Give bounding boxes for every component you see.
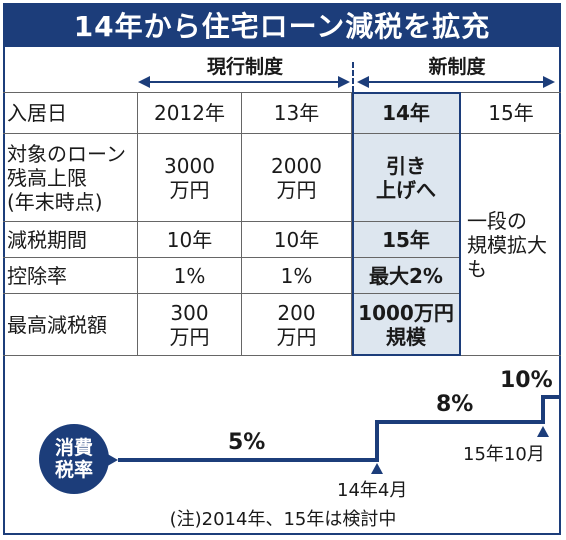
footnote: (注)2014年、15年は検討中 <box>169 509 397 530</box>
badge-pointer <box>104 452 118 468</box>
cell-2012-move-in: 2012年 <box>138 93 242 134</box>
cell-2012-rate: 1% <box>138 258 242 294</box>
cell-13-max-reduction: 200 万円 <box>242 294 352 356</box>
cell-13-loan-cap: 2000 万円 <box>242 134 352 222</box>
arrow-new-line <box>367 81 545 83</box>
header-new-system: 新制度 <box>428 56 486 78</box>
cell-14-move-in: 14年 <box>352 93 461 134</box>
date-15-october: 15年10月 <box>463 444 545 465</box>
row-label-rate: 控除率 <box>3 258 138 294</box>
cell-2012-period: 10年 <box>138 222 242 258</box>
arrow-left-head <box>357 76 369 88</box>
cell-13-rate: 1% <box>242 258 352 294</box>
arrow-current-line <box>148 81 340 83</box>
table-top-border <box>3 92 561 93</box>
arrow-right-head <box>338 76 350 88</box>
marker-14-april <box>371 463 383 474</box>
row-label-move-in: 入居日 <box>3 93 138 134</box>
row-label-loan-cap: 対象のローン 残高上限 (年末時点) <box>3 134 138 222</box>
date-14-april: 14年4月 <box>337 480 408 501</box>
period-divider <box>352 62 354 92</box>
cell-14-max-reduction: 1000万円 規模 <box>352 294 461 356</box>
figure-title: 14年から住宅ローン減税を拡充 <box>3 3 561 47</box>
row-label-max-reduction: 最高減税額 <box>3 294 138 356</box>
arrow-right-head <box>543 76 555 88</box>
cell-13-move-in: 13年 <box>242 93 352 134</box>
cell-13-period: 10年 <box>242 222 352 258</box>
cell-14-rate: 最大2% <box>352 258 461 294</box>
cell-14-loan-cap: 引き 上げへ <box>352 134 461 222</box>
cell-2012-loan-cap: 3000 万円 <box>138 134 242 222</box>
cell-2012-max-reduction: 300 万円 <box>138 294 242 356</box>
consumption-tax-badge: 消費 税率 <box>39 424 109 494</box>
rate-10: 10% <box>500 368 553 393</box>
rate-8: 8% <box>436 392 474 417</box>
marker-15-october <box>537 426 549 437</box>
row-label-period: 減税期間 <box>3 222 138 258</box>
cell-15-move-in: 15年 <box>461 93 561 134</box>
cell-15-merged: 一段の 規模拡大 も <box>461 134 561 356</box>
arrow-left-head <box>138 76 150 88</box>
rate-5: 5% <box>228 430 266 455</box>
header-current-system: 現行制度 <box>206 56 283 78</box>
cell-14-period: 15年 <box>352 222 461 258</box>
